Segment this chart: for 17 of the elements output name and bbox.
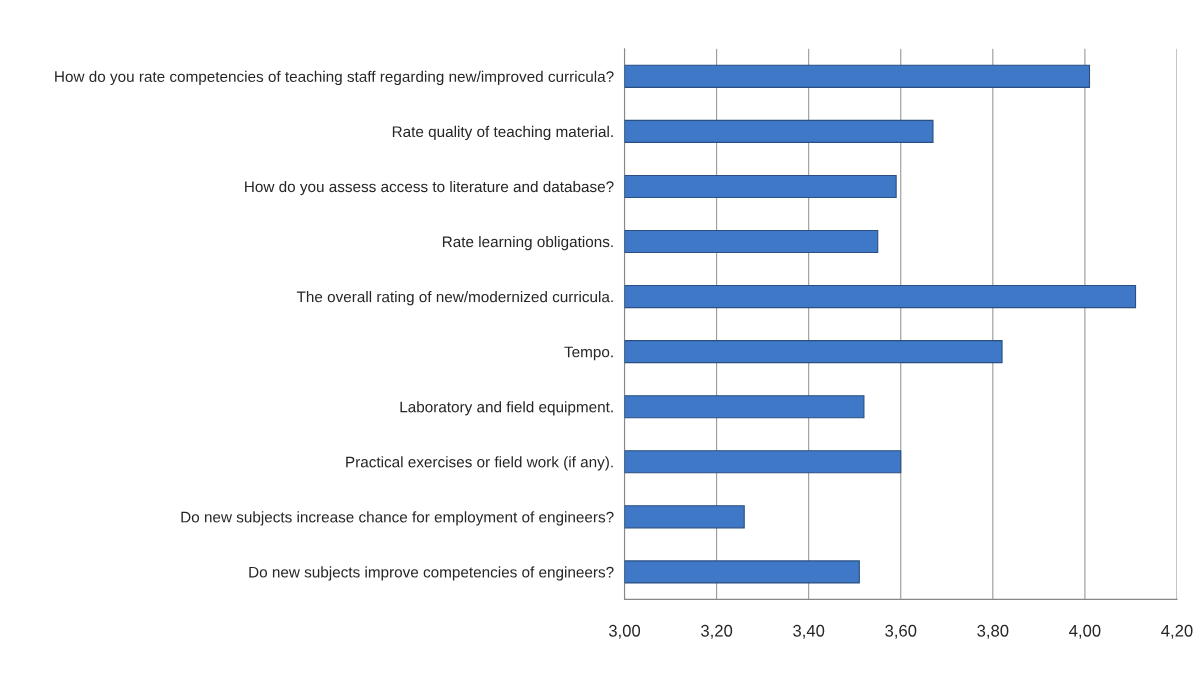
y-tick-label: How do you assess access to literature and database? [245,180,614,196]
y-tick-label: Practical exercises or field work (if any). [346,456,613,471]
y-tick-label: Do new subjects improve competencies of engineers? [249,566,614,581]
x-tick-label: 3,40 [793,624,825,639]
x-tick-label: 3,00 [608,624,641,639]
y-tick-label: Rate quality of teaching material. [392,125,613,141]
y-tick-label: Rate learning obligations. [442,235,613,251]
x-tick-label: 4,00 [1069,624,1101,639]
x-tick-label: 4,20 [1161,624,1193,639]
y-tick-label: Tempo. [564,346,613,361]
y-tick-label: How do you rate competencies of teaching staff regarding new/improved curricula? [55,70,614,86]
x-tick-label: 3,20 [701,624,733,639]
y-tick-label: Do new subjects increase chance for employment of engineers? [181,511,614,526]
y-tick-label: Laboratory and field equipment. [400,401,613,416]
x-tick-label: 3,80 [977,624,1009,639]
x-tick-label: 3,60 [885,624,917,639]
y-tick-label: The overall rating of new/modernized curricula. [296,291,613,306]
